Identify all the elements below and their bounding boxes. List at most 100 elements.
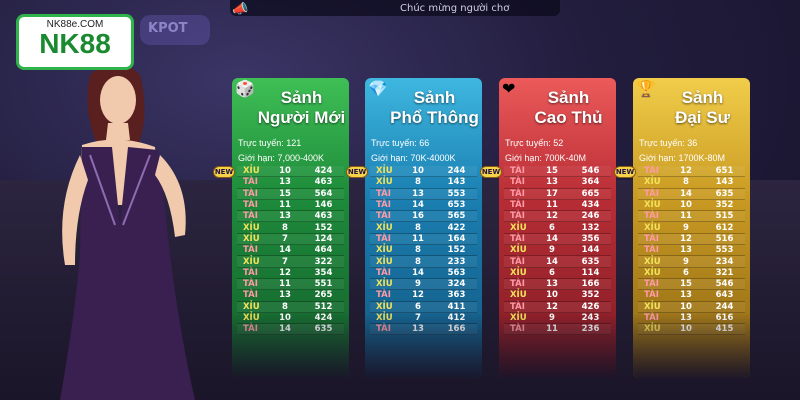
lobby-panel[interactable]: 🎲 Sảnh Người Mới Trực tuyến: 121 Giới hạn…	[232, 78, 349, 378]
results-list: XỈU 10 244 XỈU 8 143 TÀI 13 553 TÀI 14 653 TÀI 16 565 X…	[365, 166, 482, 336]
lobby-title-line1: Sảnh	[280, 88, 323, 107]
result-dice: 463	[314, 211, 333, 222]
result-dice: 516	[715, 233, 734, 244]
result-label: TÀI	[644, 211, 659, 222]
result-dice: 246	[581, 211, 600, 222]
result-sum: 14	[412, 200, 424, 211]
result-label: TÀI	[510, 301, 525, 312]
result-dice: 643	[715, 290, 734, 301]
result-label: TÀI	[243, 267, 258, 278]
result-sum: 8	[415, 177, 421, 188]
result-label: XỈU	[510, 245, 527, 256]
result-dice: 166	[581, 279, 600, 290]
lobby-panel[interactable]: ❤ Sảnh Cao Thủ Trực tuyến: 52 Giới hạn: 7…	[499, 78, 616, 378]
lobby-title: Sảnh Đại Sư	[657, 88, 748, 128]
result-dice: 635	[581, 256, 600, 267]
result-dice: 464	[314, 245, 333, 256]
result-dice: 146	[314, 200, 333, 211]
result-row: XỈU 8 152	[370, 245, 477, 257]
result-sum: 6	[549, 267, 555, 278]
result-label: XỈU	[243, 222, 260, 233]
result-row: XỈU 6 411	[370, 301, 477, 313]
lobby-header: ❤ Sảnh Cao Thủ	[499, 78, 616, 136]
result-row: XỈU 6 114	[504, 268, 611, 279]
result-dice: 244	[447, 166, 466, 177]
result-sum: 12	[546, 211, 558, 222]
result-sum: 15	[546, 166, 558, 177]
limit-label: Giới hạn:	[371, 153, 408, 163]
result-dice: 553	[447, 188, 466, 199]
result-dice: 553	[715, 245, 734, 256]
new-badge: NEW	[480, 166, 502, 178]
result-label: XỈU	[644, 267, 661, 278]
result-dice: 244	[715, 301, 734, 312]
heart-gift-icon: ❤	[502, 79, 516, 98]
nk88-logo[interactable]: NK88e.COM NK88	[16, 14, 134, 70]
result-row: TÀI 12 651	[638, 166, 745, 178]
result-sum: 12	[546, 301, 558, 312]
result-sum: 6	[683, 267, 689, 278]
limit-label: Giới hạn:	[639, 153, 676, 163]
result-dice: 612	[715, 222, 734, 233]
jackpot-sign: KPOT	[140, 15, 210, 45]
result-row: TÀI 13 463	[237, 177, 344, 189]
result-sum: 11	[412, 233, 424, 244]
result-row: TÀI 12 516	[638, 233, 745, 246]
result-sum: 9	[415, 279, 421, 290]
lobby-title-line2: Phổ Thông	[390, 108, 479, 127]
result-label: TÀI	[376, 233, 391, 244]
result-label: TÀI	[376, 267, 391, 278]
result-sum: 7	[282, 233, 288, 244]
result-dice: 354	[314, 267, 333, 278]
limit-value: 70K-4000K	[410, 153, 456, 163]
result-dice: 422	[447, 222, 466, 233]
online-value: 66	[419, 138, 430, 148]
result-row: XỈU 8 512	[237, 301, 344, 313]
result-label: XỈU	[644, 301, 661, 312]
result-row: TÀI 13 265	[237, 290, 344, 302]
result-label: TÀI	[644, 188, 659, 199]
result-row: TÀI 11 434	[504, 200, 611, 212]
result-sum: 15	[279, 188, 291, 199]
bet-limit: Giới hạn: 1700K-80M	[633, 151, 750, 166]
lobby-panel[interactable]: 🏆 Sảnh Đại Sư Trực tuyến: 36 Giới hạn: 17…	[633, 78, 750, 378]
result-sum: 17	[546, 188, 558, 199]
online-value: 52	[553, 138, 564, 148]
result-row: TÀI 13 643	[638, 290, 745, 302]
result-sum: 13	[680, 245, 692, 256]
result-label: TÀI	[243, 200, 258, 211]
lobby-title-line1: Sảnh	[413, 88, 456, 107]
result-sum: 12	[680, 233, 692, 244]
result-label: TÀI	[243, 211, 258, 222]
result-row: TÀI 14 635	[504, 256, 611, 268]
lobby-panel[interactable]: 💎 Sảnh Phổ Thông Trực tuyến: 66 Giới hạn:…	[365, 78, 482, 378]
lobby-title: Sảnh Người Mới	[256, 88, 347, 128]
result-sum: 10	[680, 301, 692, 312]
online-label: Trực tuyến:	[505, 138, 551, 148]
result-row: XỈU 8 143	[370, 177, 477, 189]
result-sum: 10	[546, 290, 558, 301]
lobby-title-line2: Người Mới	[257, 108, 346, 127]
result-sum: 13	[546, 279, 558, 290]
new-badge: NEW	[213, 166, 235, 178]
result-sum: 6	[415, 301, 421, 312]
result-dice: 233	[447, 256, 466, 267]
result-label: XỈU	[376, 301, 393, 312]
result-label: TÀI	[510, 233, 525, 244]
result-dice: 234	[715, 256, 734, 267]
bet-limit: Giới hạn: 70K-4000K	[365, 151, 482, 166]
result-label: XỈU	[376, 177, 393, 188]
announcement-bar	[230, 0, 560, 16]
result-dice: 463	[314, 177, 333, 188]
result-dice: 352	[581, 290, 600, 301]
result-row: XỈU 10 352	[504, 290, 611, 302]
online-label: Trực tuyến:	[639, 138, 685, 148]
result-label: XỈU	[376, 279, 393, 290]
lobby-title-line1: Sảnh	[681, 88, 724, 107]
result-sum: 8	[683, 177, 689, 188]
limit-value: 1700K-80M	[678, 153, 725, 163]
result-row: XỈU 9 324	[370, 278, 477, 291]
new-badge: NEW	[614, 166, 636, 178]
result-sum: 13	[279, 211, 291, 222]
result-sum: 13	[279, 177, 291, 188]
